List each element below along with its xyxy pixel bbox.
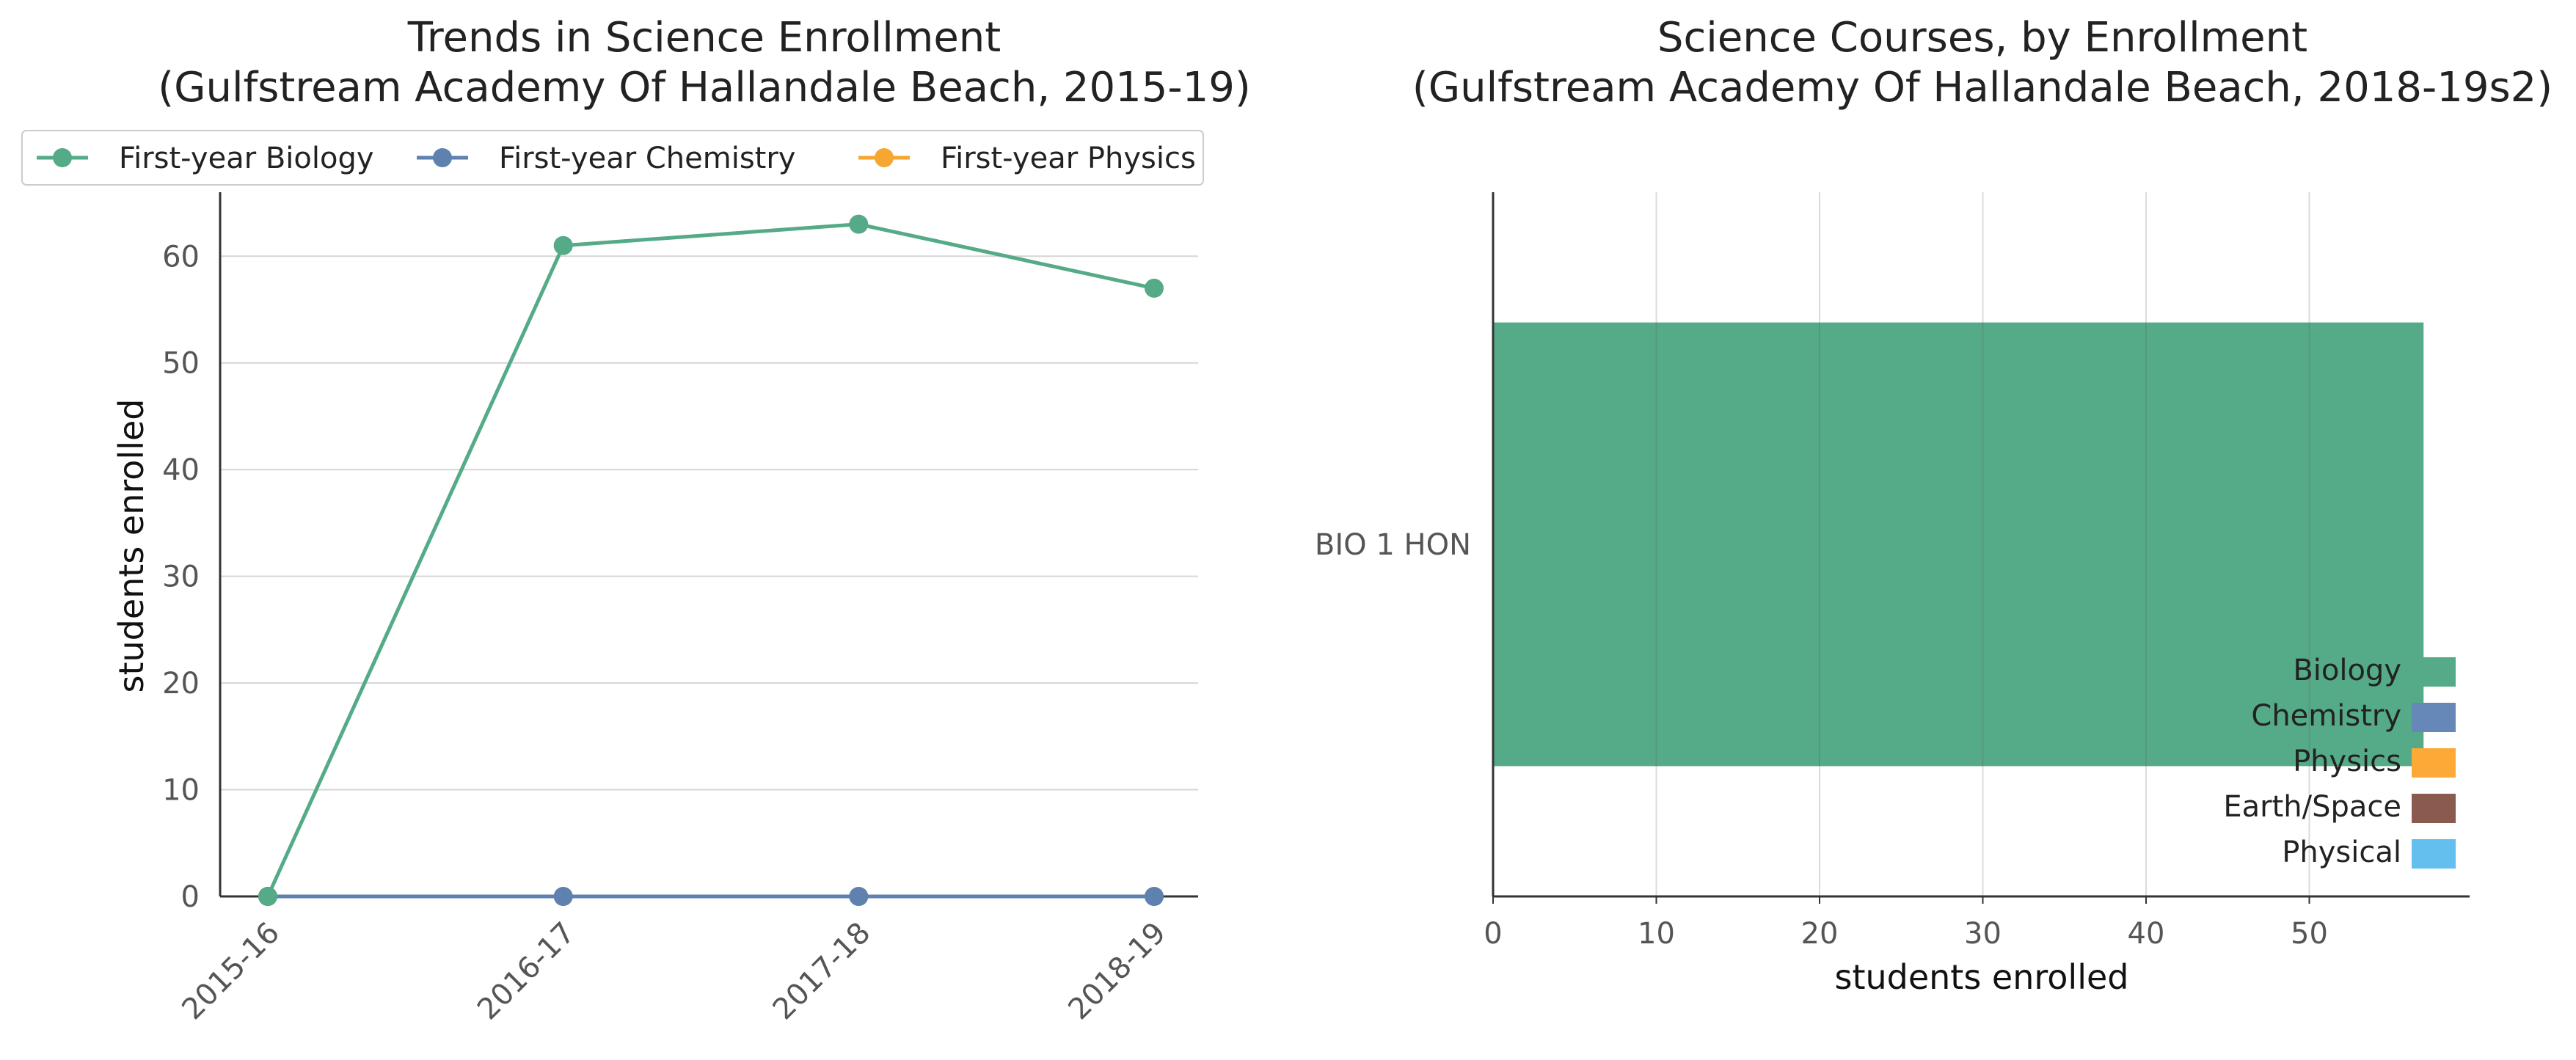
legend-swatch <box>2412 839 2456 869</box>
x-tick-label: 2017-18 <box>767 916 877 1027</box>
x-tick-label: 20 <box>1801 917 1839 951</box>
y-tick-label: 50 <box>162 347 200 381</box>
bar-chart-title-line2: (Gulfstream Academy Of Hallandale Beach,… <box>1412 64 2553 112</box>
data-point <box>1145 887 1164 906</box>
data-point <box>849 214 869 234</box>
data-point <box>849 887 869 906</box>
category-label: BIO 1 HON <box>1315 528 1471 562</box>
x-tick-label: 40 <box>2128 917 2165 951</box>
legend-label: First-year Physics <box>941 142 1196 175</box>
bar-chart-title-line1: Science Courses, by Enrollment <box>1657 14 2307 62</box>
legend-marker <box>875 148 894 167</box>
x-tick-label: 2018-19 <box>1062 916 1172 1027</box>
y-tick-label: 0 <box>181 880 200 914</box>
legend-label: First-year Biology <box>119 142 374 175</box>
line-chart-title-line2: (Gulfstream Academy Of Hallandale Beach,… <box>158 64 1251 112</box>
line-chart-legend: First-year Biology First-year Chemistry Fi… <box>21 130 1204 186</box>
bar-chart: BIO 1 HON 0 10 20 30 40 50 <box>1315 192 2470 951</box>
x-tick-label: 0 <box>1484 917 1502 951</box>
series-line-first-year-biology <box>266 222 1155 898</box>
y-tick-label: 30 <box>162 560 200 594</box>
data-point <box>1145 278 1164 298</box>
legend-label: Physics <box>2293 745 2401 778</box>
legend-label: Physical <box>2282 836 2401 869</box>
legend-label: First-year Chemistry <box>499 142 795 175</box>
line-chart: 0 10 20 30 40 50 60 2015-16 2016-17 2017-18 2018-1… <box>162 192 1198 1026</box>
legend-label: Chemistry <box>2251 699 2401 733</box>
x-tick-label: 50 <box>2291 917 2328 951</box>
legend-swatch <box>2412 748 2456 778</box>
y-tick-label: 10 <box>162 774 200 808</box>
y-tick-label: 60 <box>162 240 200 274</box>
y-tick-label: 20 <box>162 667 200 701</box>
data-point <box>553 235 573 255</box>
legend-marker <box>53 148 72 167</box>
legend-label: Biology <box>2293 654 2401 687</box>
x-tick-label: 2016-17 <box>471 916 582 1027</box>
line-chart-title-line1: Trends in Science Enrollment <box>407 14 1001 62</box>
data-point <box>258 887 277 906</box>
legend-swatch <box>2412 794 2456 823</box>
legend-swatch <box>2412 657 2456 687</box>
bar-chart-x-axis-label: students enrolled <box>1835 957 2129 997</box>
line-chart-y-axis-label: students enrolled <box>112 399 151 693</box>
x-tick-label: 30 <box>1964 917 2002 951</box>
x-tick-label: 10 <box>1638 917 1675 951</box>
x-tick-label: 2015-16 <box>175 916 286 1027</box>
legend-label: Earth/Space <box>2223 790 2401 824</box>
data-point <box>553 887 573 906</box>
line-chart-legend-frame <box>21 130 1204 186</box>
bar-bio-1-hon <box>1493 322 2424 767</box>
bar-chart-legend: Biology Chemistry Physics Earth/Space Physic… <box>2223 654 2456 869</box>
y-tick-label: 40 <box>162 453 200 487</box>
legend-swatch <box>2412 703 2456 732</box>
legend-marker <box>433 148 452 167</box>
